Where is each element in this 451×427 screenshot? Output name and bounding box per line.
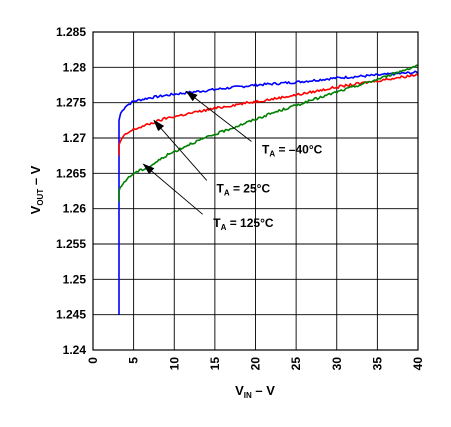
y-tick-label: 1.255 (56, 237, 86, 251)
annotations: TA = –40°C TA = 25°C TA = 125°C (142, 90, 323, 232)
y-axis-label: VOUT – V (28, 165, 45, 214)
x-tick-label: 25 (289, 357, 303, 371)
annotation-arrow (142, 163, 203, 215)
x-tick-label: 35 (370, 357, 384, 371)
x-tick-label: 15 (208, 357, 222, 371)
series-layer (118, 64, 419, 315)
x-tick-label: 5 (127, 357, 141, 364)
annotation-label: TA = –40°C (262, 143, 323, 159)
y-tick-label: 1.24 (63, 343, 87, 357)
plot-frame (92, 31, 419, 351)
x-tick-label: 30 (330, 357, 344, 371)
annotation-arrow (153, 119, 208, 181)
x-tick-label: 20 (249, 357, 263, 371)
y-tick-label: 1.28 (63, 60, 87, 74)
annotation-arrow (185, 90, 252, 142)
y-tick-labels: 1.24 1.245 1.25 1.255 1.26 1.265 1.27 1.275 1.28… (56, 25, 86, 357)
y-tick-label: 1.26 (63, 202, 87, 216)
x-tick-label: 10 (167, 357, 181, 371)
y-tick-label: 1.265 (56, 166, 86, 180)
y-tick-label: 1.27 (63, 131, 87, 145)
x-tick-label: 0 (86, 357, 100, 364)
annotation-label: TA = 25°C (217, 181, 271, 197)
x-axis-label: VIN – V (235, 383, 275, 400)
y-tick-label: 1.275 (56, 96, 86, 110)
y-tick-label: 1.25 (63, 272, 87, 286)
x-tick-labels: 0 5 10 15 20 25 30 35 40 (86, 357, 425, 371)
series-line-2 (118, 64, 419, 202)
annotation-label: TA = 125°C (213, 216, 274, 232)
y-tick-label: 1.245 (56, 308, 86, 322)
series-line-0 (118, 70, 419, 315)
y-tick-label: 1.285 (56, 25, 86, 39)
x-tick-label: 40 (411, 357, 425, 371)
